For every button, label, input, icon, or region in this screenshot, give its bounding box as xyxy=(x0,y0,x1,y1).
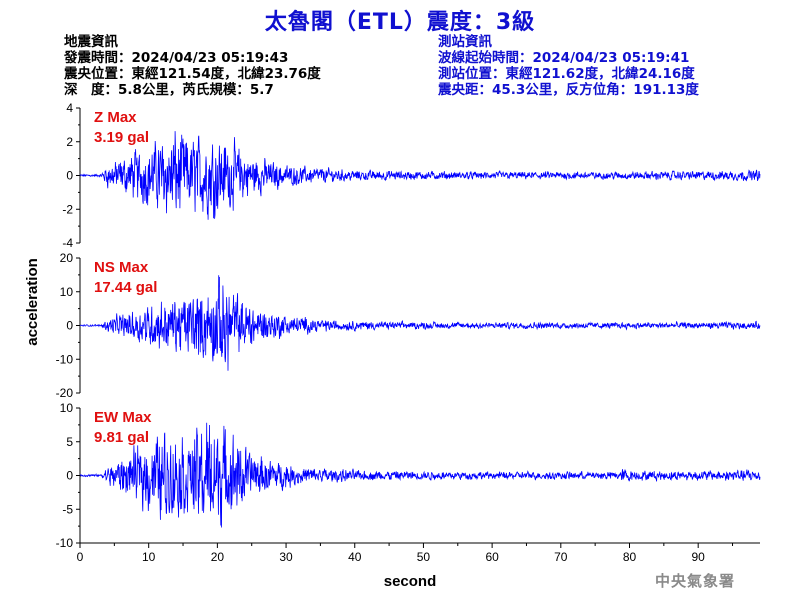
x-tick-label: 20 xyxy=(211,550,225,564)
x-tick-label: 0 xyxy=(77,550,84,564)
ns-y-tick-label: 0 xyxy=(66,319,73,333)
chart-title: 太魯閣（ETL）震度：3級 xyxy=(264,10,536,35)
ns-y-tick-label: -10 xyxy=(56,352,74,366)
station-info: 測站資訊 波線起始時間：2024/04/23 05:19:41 測站位置：東經1… xyxy=(438,34,699,98)
z-max-label: Z Max xyxy=(94,109,137,126)
x-tick-label: 30 xyxy=(279,550,293,564)
epicentral-distance: 震央距：45.3公里，反方位角：191.13度 xyxy=(438,82,699,98)
ew-y-tick-label: 10 xyxy=(60,401,74,415)
station-info-heading: 測站資訊 xyxy=(438,34,492,50)
x-tick-label: 80 xyxy=(623,550,637,564)
z-y-tick-label: -4 xyxy=(62,236,73,250)
ns-max-value: 17.44 gal xyxy=(94,279,157,296)
ns-y-tick-label: 10 xyxy=(60,285,74,299)
x-tick-label: 70 xyxy=(554,550,568,564)
event-info: 地震資訊 發震時間：2024/04/23 05:19:43 震央位置：東經121… xyxy=(64,34,321,98)
z-max-value: 3.19 gal xyxy=(94,129,149,146)
x-axis-title: second xyxy=(384,573,437,590)
ns-y-tick-label: -20 xyxy=(56,386,74,400)
x-tick-label: 50 xyxy=(417,550,431,564)
depth-magnitude: 深 度：5.8公里，芮氏規模：5.7 xyxy=(64,82,274,98)
ns-waveform-series xyxy=(79,275,761,371)
ew-y-tick-label: -5 xyxy=(62,502,73,516)
epicenter: 震央位置：東經121.54度，北緯23.76度 xyxy=(64,66,321,82)
ns-y-tick-label: 20 xyxy=(60,251,74,265)
agency-label: 中央氣象署 xyxy=(655,572,736,590)
ew-y-tick-label: -10 xyxy=(56,536,74,550)
z-y-tick-label: 0 xyxy=(66,169,73,183)
y-axis-title: acceleration xyxy=(24,258,41,346)
z-y-tick-label: 2 xyxy=(66,135,73,149)
z-y-tick-label: -2 xyxy=(62,202,73,216)
ns-max-label: NS Max xyxy=(94,259,149,276)
station-location: 測站位置：東經121.62度，北緯24.16度 xyxy=(438,66,695,82)
x-tick-label: 40 xyxy=(348,550,362,564)
ew-max-label: EW Max xyxy=(94,409,152,426)
x-tick-label: 90 xyxy=(692,550,706,564)
z-y-tick-label: 4 xyxy=(66,101,73,115)
origin-time: 發震時間：2024/04/23 05:19:43 xyxy=(64,50,289,66)
x-tick-label: 60 xyxy=(485,550,499,564)
z-waveform-series xyxy=(79,131,761,220)
ew-max-value: 9.81 gal xyxy=(94,429,149,446)
ew-y-tick-label: 5 xyxy=(66,435,73,449)
event-info-heading: 地震資訊 xyxy=(64,34,118,50)
wave-start-time: 波線起始時間：2024/04/23 05:19:41 xyxy=(438,50,690,66)
x-tick-label: 10 xyxy=(142,550,156,564)
ew-y-tick-label: 0 xyxy=(66,469,73,483)
ew-waveform-series xyxy=(79,422,761,528)
